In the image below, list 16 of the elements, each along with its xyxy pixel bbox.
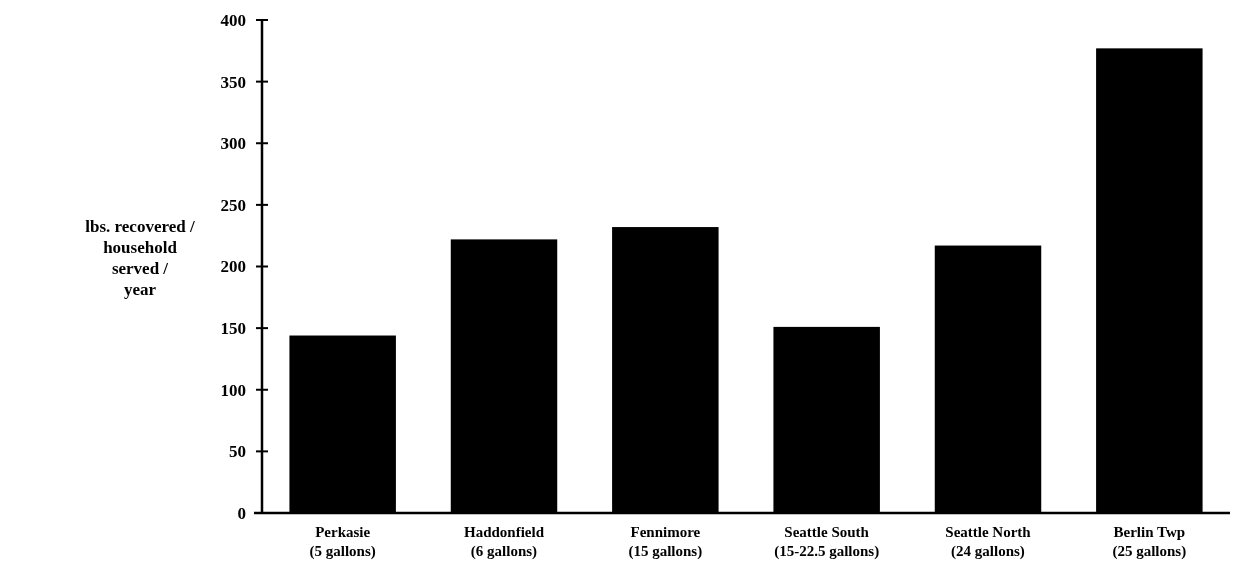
x-tick-label: Seattle South (15-22.5 gallons) [774,524,880,560]
x-tick-label: Seattle North (24 gallons) [945,524,1032,560]
y-axis-title: lbs. recovered / household served / year [85,217,195,299]
x-tick-label: Haddonfield (6 gallons) [463,524,545,560]
y-tick-label: 300 [220,134,246,154]
y-tick-label: 50 [229,442,246,462]
x-tick-label: Fennimore (15 gallons) [628,524,703,560]
y-tick-label: 100 [220,380,246,400]
x-tick-label: Berlin Twp (25 gallons) [1112,524,1187,560]
y-tick-label: 200 [220,257,246,277]
y-tick-label: 150 [220,319,246,339]
y-tick-label: 250 [220,195,246,215]
x-tick-label: Perkasie (5 gallons) [309,524,376,560]
y-tick-label: 350 [220,72,246,92]
y-tick-label: 0 [237,503,246,523]
y-tick-label: 400 [220,10,246,30]
